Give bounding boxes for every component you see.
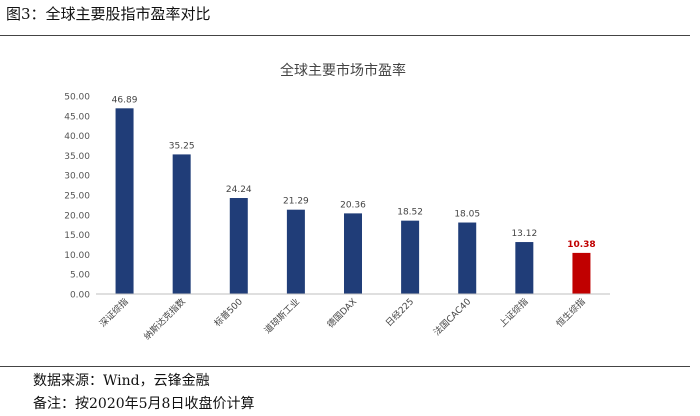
y-axis: 0.00 5.00 10.00 15.00 20.00 25.00 30.00 35.00 40…: [64, 93, 90, 301]
x-tick-label: 恒生综指: [554, 296, 588, 330]
bar: [401, 220, 420, 294]
bar-value-label: 13.12: [511, 229, 537, 239]
y-tick-label: 10.00: [64, 251, 90, 261]
bar-value-label: 35.25: [169, 141, 195, 151]
x-tick-label: 深证综指: [97, 296, 131, 330]
bar-value-label: 21.29: [283, 197, 309, 207]
remark-note: 备注：按2020年5月8日收盘价计算: [33, 396, 255, 412]
y-tick-label: 20.00: [64, 211, 90, 221]
top-rule: [0, 35, 690, 36]
bar: [115, 108, 134, 294]
bar: [458, 222, 477, 294]
x-tick-label: 纳斯达克指数: [141, 296, 188, 343]
x-tick-label: 道琼斯工业: [262, 296, 302, 336]
x-axis: 深证综指 纳斯达克指数 标普500 道琼斯工业 德国DAX 日经225 法国CAC40 上证综…: [96, 293, 610, 343]
chart-title: 全球主要市场市盈率: [280, 62, 406, 79]
y-tick-label: 50.00: [64, 93, 90, 103]
y-tick-label: 35.00: [64, 152, 90, 162]
y-tick-label: 25.00: [64, 192, 90, 202]
bar: [515, 242, 534, 294]
y-tick-label: 30.00: [64, 172, 90, 182]
figure-title: 图3：全球主要股指市盈率对比: [6, 5, 211, 23]
bar: [172, 154, 191, 294]
bar: [229, 198, 248, 294]
y-tick-label: 45.00: [64, 112, 90, 122]
bar-value-label: 24.24: [226, 185, 252, 195]
y-tick-label: 5.00: [70, 271, 90, 281]
bar-value-label: 10.38: [567, 240, 595, 250]
x-tick-label: 德国DAX: [324, 296, 359, 331]
x-tick-label: 法国CAC40: [431, 295, 474, 338]
chart-area: 全球主要市场市盈率 0.00 5.00 10.00 15.00 20.00 25.00 30…: [0, 44, 700, 364]
bar-value-label: 46.89: [112, 95, 138, 105]
bar: [572, 252, 591, 294]
y-tick-label: 0.00: [70, 291, 90, 301]
bar: [286, 209, 305, 294]
bars: 46.89 35.25 24.24 21.29 20.36 18.52 18.05 13.12…: [112, 95, 596, 294]
bar-value-label: 20.36: [340, 200, 366, 210]
x-tick-label: 上证综指: [497, 296, 531, 330]
bottom-rule: [0, 366, 690, 367]
y-tick-label: 15.00: [64, 231, 90, 241]
bar-chart: 全球主要市场市盈率 0.00 5.00 10.00 15.00 20.00 25.00 30…: [64, 62, 610, 343]
bar: [344, 213, 362, 294]
bar-value-label: 18.52: [397, 208, 423, 218]
bar-value-label: 18.05: [454, 210, 480, 220]
x-tick-label: 日经225: [383, 296, 416, 329]
source-note: 数据来源：Wind，云锋金融: [33, 373, 210, 389]
x-tick-label: 标普500: [212, 295, 246, 329]
y-tick-label: 40.00: [64, 132, 90, 142]
